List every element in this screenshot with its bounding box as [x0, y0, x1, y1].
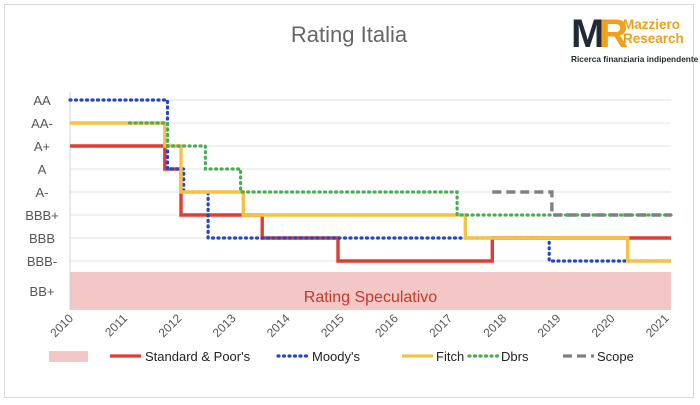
- x-tick-label: 2020: [589, 311, 618, 340]
- x-tick-label: 2019: [535, 311, 564, 340]
- y-tick-label: A+: [34, 139, 50, 154]
- logo-tagline: Ricerca finanziaria indipendente: [571, 54, 699, 64]
- logo-name-line2: Research: [623, 31, 684, 46]
- x-tick-label: 2015: [318, 311, 347, 340]
- legend-swatch-speculative: [49, 351, 88, 362]
- y-tick-label: AA-: [31, 116, 53, 131]
- y-tick-label: AA: [33, 93, 51, 108]
- x-tick-label: 2021: [643, 311, 672, 340]
- x-tick-label: 2011: [102, 311, 130, 339]
- y-tick-label: A: [38, 162, 47, 177]
- y-tick-label: BB+: [30, 284, 55, 299]
- mazziero-logo: MR Mazziero Research Ricerca finanziaria…: [571, 12, 698, 64]
- speculative-band-label: Rating Speculativo: [304, 289, 438, 306]
- legend-label-dbrs: Dbrs: [501, 349, 529, 364]
- legend-label-sp: Standard & Poor's: [145, 349, 251, 364]
- y-tick-label: A-: [36, 185, 49, 200]
- logo-monogram-r: R: [599, 12, 628, 56]
- logo-name-line1: Mazziero: [623, 17, 681, 32]
- x-tick-label: 2012: [156, 311, 185, 340]
- logo-monogram-m: M: [571, 12, 604, 56]
- chart-title: Rating Italia: [291, 22, 408, 47]
- x-tick-label: 2016: [372, 311, 401, 340]
- logo-name: Mazziero Research: [623, 18, 684, 46]
- x-tick-label: 2018: [480, 311, 509, 340]
- series-line-fitch: [70, 121, 671, 263]
- y-tick-label: BBB+: [25, 208, 59, 223]
- x-tick-label: 2013: [210, 311, 239, 340]
- series-line-scope: [492, 190, 671, 217]
- logo-monogram: MR: [571, 12, 628, 56]
- x-tick-label: 2010: [47, 311, 76, 340]
- series-line-dbrs: [128, 121, 673, 217]
- x-tick-label: 2014: [264, 311, 293, 340]
- chart-frame: [4, 4, 694, 398]
- x-tick-label: 2017: [426, 311, 455, 340]
- legend-label-scope: Scope: [597, 349, 634, 364]
- y-tick-label: BBB-: [27, 254, 57, 269]
- y-tick-label: BBB: [29, 231, 55, 246]
- speculative-band: [70, 272, 671, 310]
- series-line-sp: [70, 144, 671, 263]
- legend-label-fitch: Fitch: [436, 349, 464, 364]
- legend-label-moodys: Moody's: [312, 349, 361, 364]
